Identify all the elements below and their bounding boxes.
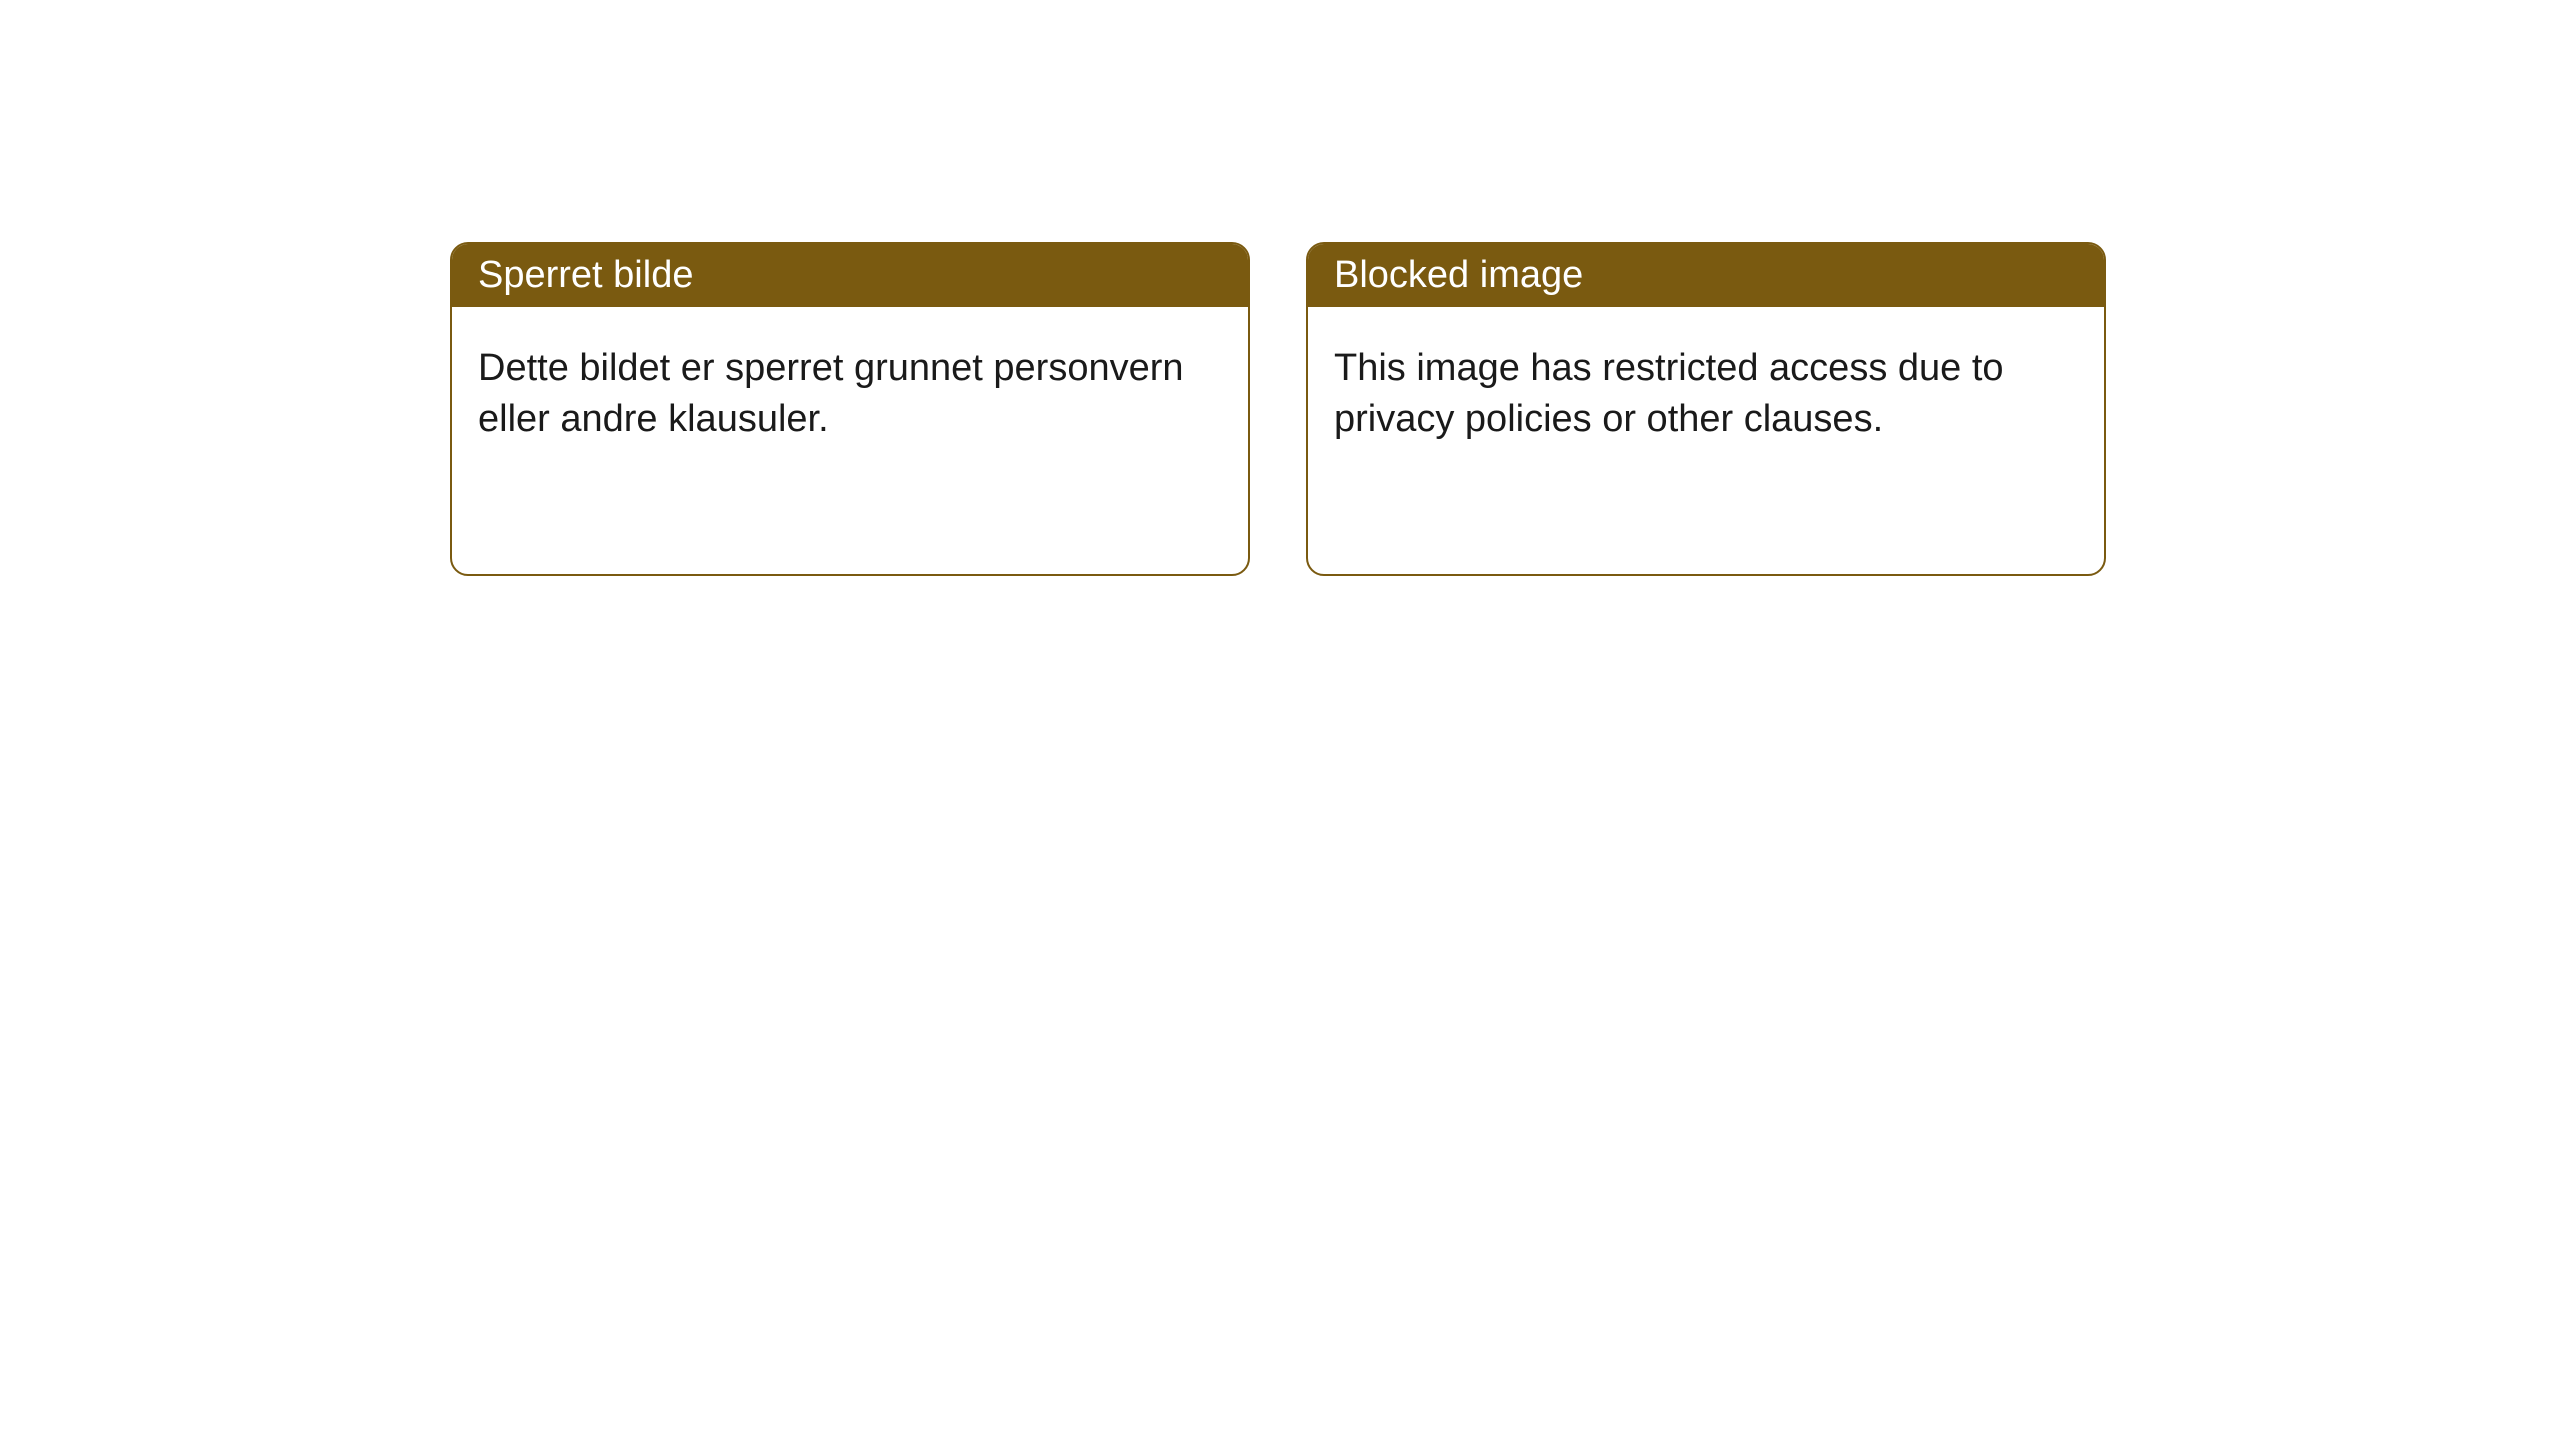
card-body-text: This image has restricted access due to … xyxy=(1334,347,2004,440)
card-header-text: Blocked image xyxy=(1334,254,1583,296)
notice-card-english: Blocked image This image has restricted … xyxy=(1306,242,2106,576)
notice-card-norwegian: Sperret bilde Dette bildet er sperret gr… xyxy=(450,242,1250,576)
card-body: This image has restricted access due to … xyxy=(1308,307,2104,482)
card-header: Sperret bilde xyxy=(452,244,1248,307)
card-body-text: Dette bildet er sperret grunnet personve… xyxy=(478,347,1184,440)
card-header: Blocked image xyxy=(1308,244,2104,307)
notice-cards-container: Sperret bilde Dette bildet er sperret gr… xyxy=(450,242,2106,576)
card-header-text: Sperret bilde xyxy=(478,254,693,296)
card-body: Dette bildet er sperret grunnet personve… xyxy=(452,307,1248,482)
